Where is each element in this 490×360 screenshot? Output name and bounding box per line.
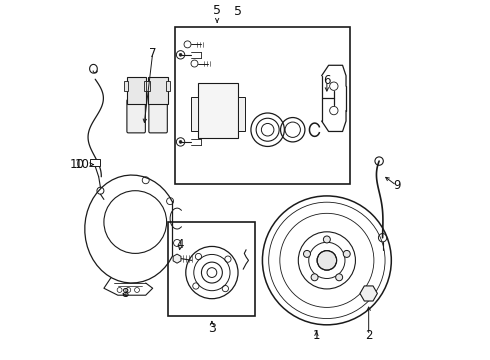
FancyBboxPatch shape xyxy=(127,99,146,133)
Bar xyxy=(144,81,148,91)
Bar xyxy=(126,77,146,104)
FancyBboxPatch shape xyxy=(149,99,167,133)
Text: 7: 7 xyxy=(149,46,156,60)
Circle shape xyxy=(179,140,182,143)
Bar xyxy=(90,159,100,166)
Bar xyxy=(198,83,238,139)
Text: 5: 5 xyxy=(234,5,242,18)
Text: 10: 10 xyxy=(70,158,85,171)
Bar xyxy=(148,77,168,104)
Circle shape xyxy=(336,274,343,281)
Circle shape xyxy=(303,251,311,257)
Bar xyxy=(238,96,245,131)
Circle shape xyxy=(317,251,337,270)
Text: 9: 9 xyxy=(393,179,400,192)
Circle shape xyxy=(179,53,182,56)
Circle shape xyxy=(343,251,350,257)
Circle shape xyxy=(207,268,217,278)
Bar xyxy=(169,222,255,316)
Bar xyxy=(166,81,170,91)
Text: 5: 5 xyxy=(213,4,221,17)
Circle shape xyxy=(323,236,330,243)
Bar xyxy=(175,27,349,184)
Bar xyxy=(191,96,198,131)
Text: 8: 8 xyxy=(121,287,128,300)
Bar xyxy=(146,81,150,91)
Circle shape xyxy=(365,290,372,297)
Text: 2: 2 xyxy=(365,329,372,342)
Text: 6: 6 xyxy=(323,75,331,87)
Bar xyxy=(124,81,128,91)
Text: 4: 4 xyxy=(177,238,184,251)
Text: 3: 3 xyxy=(208,322,216,335)
Circle shape xyxy=(311,274,318,281)
Text: 1: 1 xyxy=(313,329,320,342)
Text: 10: 10 xyxy=(75,158,90,171)
